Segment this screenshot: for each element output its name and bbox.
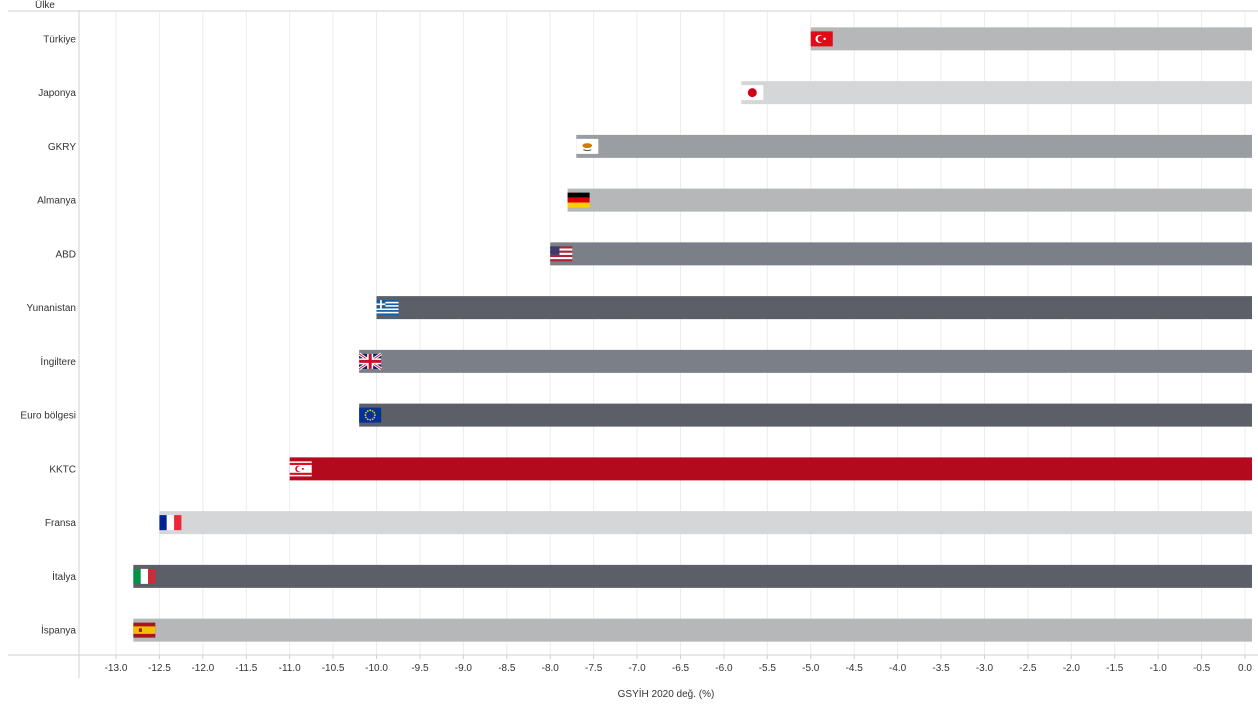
italy-flag-icon xyxy=(133,568,156,584)
bar xyxy=(576,134,1252,158)
germany-flag-icon xyxy=(567,192,590,208)
eu-flag-icon xyxy=(359,407,382,423)
tick-label: -6.0 xyxy=(715,663,733,674)
tick-label: -9.0 xyxy=(455,663,473,674)
category-label: İtalya xyxy=(52,570,76,583)
tick-label: -0.5 xyxy=(1193,663,1211,674)
bar xyxy=(741,81,1252,105)
bar xyxy=(133,564,1252,588)
tick-label: -2.0 xyxy=(1063,663,1081,674)
greece-flag-icon xyxy=(376,300,399,316)
uk-flag-icon xyxy=(358,352,383,371)
bar xyxy=(810,27,1252,51)
category-label: İspanya xyxy=(41,624,76,637)
tick-label: -11.5 xyxy=(235,663,257,674)
category-label: KKTC xyxy=(49,464,76,475)
grid-lines xyxy=(115,12,1246,655)
tick-label: -4.5 xyxy=(846,663,864,674)
bar xyxy=(376,296,1252,320)
tick-label: 0.0 xyxy=(1238,663,1252,674)
bar xyxy=(133,618,1252,642)
usa-flag-icon xyxy=(550,246,573,262)
trnc-flag-icon xyxy=(289,461,312,477)
tick-label: -8.5 xyxy=(498,663,516,674)
tick-label: -3.0 xyxy=(976,663,994,674)
category-labels: Türkiye Japonya GKRY Almanya ABD Yunanistan İn… xyxy=(20,34,76,636)
category-label: GKRY xyxy=(48,142,76,153)
category-label: Türkiye xyxy=(43,34,76,45)
tick-label: -12.0 xyxy=(191,663,214,674)
x-axis-title: GSYİH 2020 değ. (%) xyxy=(618,687,715,700)
tick-label: -10.5 xyxy=(322,663,345,674)
category-label: ABD xyxy=(55,249,76,260)
bar xyxy=(550,242,1252,266)
france-flag-icon xyxy=(159,515,182,531)
tick-label: -2.5 xyxy=(1019,663,1037,674)
spain-flag-icon xyxy=(133,622,156,638)
tick-label: -1.0 xyxy=(1150,663,1168,674)
bar xyxy=(567,188,1252,212)
tick-label: -6.5 xyxy=(672,663,690,674)
bar xyxy=(159,511,1252,535)
tick-label: -5.0 xyxy=(802,663,820,674)
category-label: Yunanistan xyxy=(27,303,77,314)
tick-label: -12.5 xyxy=(148,663,171,674)
tick-label: -7.5 xyxy=(585,663,603,674)
category-label: Euro bölgesi xyxy=(20,411,76,422)
tick-label: -9.5 xyxy=(411,663,429,674)
category-label: İngiltere xyxy=(40,355,76,368)
row-header: Ülke xyxy=(35,0,55,11)
tick-label: -11.0 xyxy=(279,663,301,674)
turkey-flag-icon xyxy=(810,31,833,47)
category-label: Japonya xyxy=(38,88,76,99)
tick-label: -5.5 xyxy=(759,663,777,674)
tick-label: -3.5 xyxy=(932,663,950,674)
tick-label: -8.0 xyxy=(542,663,560,674)
bar xyxy=(289,457,1252,481)
bar xyxy=(359,403,1253,427)
tick-label: -7.0 xyxy=(628,663,646,674)
tick-label: -13.0 xyxy=(105,663,128,674)
bars xyxy=(133,27,1253,642)
bar xyxy=(359,349,1253,373)
tick-label: -10.0 xyxy=(365,663,388,674)
tick-label: -4.0 xyxy=(889,663,907,674)
japan-flag-icon xyxy=(741,85,764,101)
x-axis-ticks: -13.0 -12.5 -12.0 -11.5 -11.0 -10.5 -10.0 -9.5 -… xyxy=(105,655,1252,674)
category-label: Fransa xyxy=(45,518,77,529)
category-label: Almanya xyxy=(37,196,76,207)
tick-label: -1.5 xyxy=(1106,663,1124,674)
cyprus-flag-icon xyxy=(576,138,599,154)
